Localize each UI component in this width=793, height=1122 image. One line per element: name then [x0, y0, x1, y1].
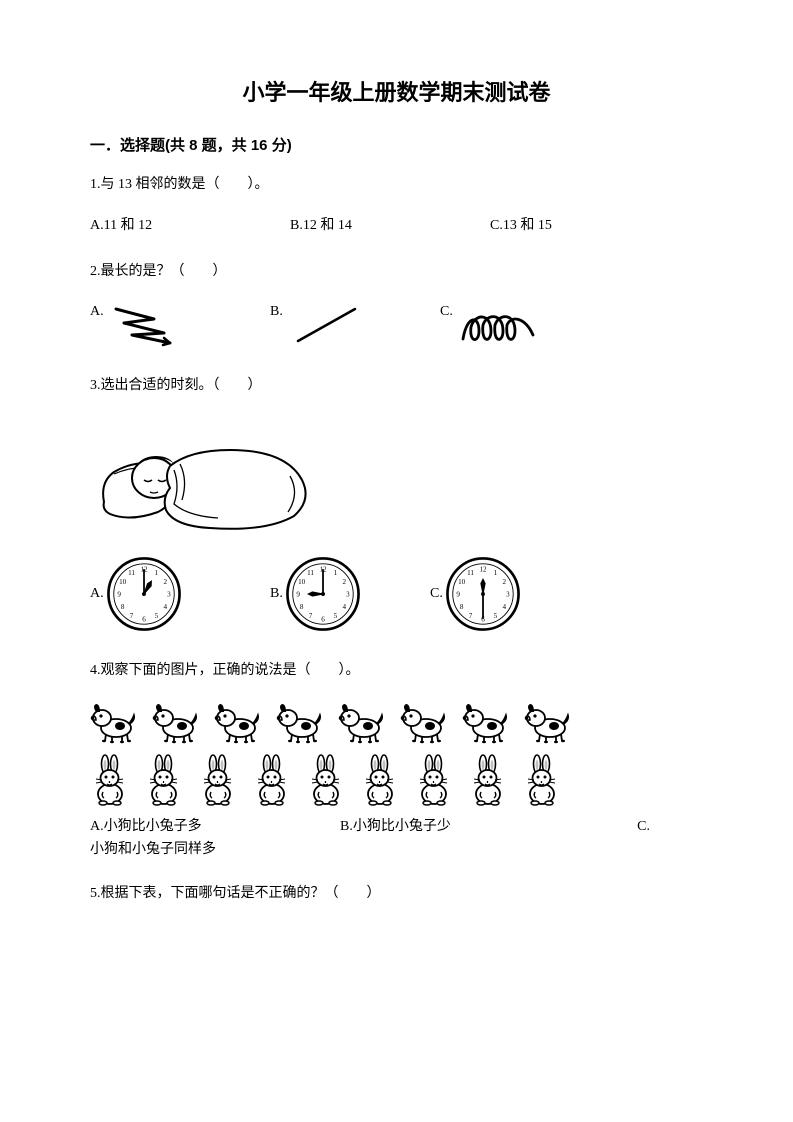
- q2-option-c: C.: [440, 301, 620, 351]
- zigzag-line-icon: [104, 301, 194, 351]
- q3-label-b: B.: [270, 583, 283, 605]
- section-1-header: 一．选择题(共 8 题，共 16 分): [90, 134, 703, 158]
- svg-text:11: 11: [128, 569, 135, 577]
- q3-text: 3.选出合适的时刻。（ ）: [90, 375, 703, 397]
- rabbit-icon: [252, 754, 292, 806]
- dog-icon: [276, 700, 324, 744]
- straight-line-icon: [283, 301, 373, 351]
- rabbit-icon: [522, 754, 562, 806]
- svg-text:12: 12: [479, 565, 487, 573]
- svg-text:10: 10: [119, 578, 127, 586]
- svg-text:3: 3: [346, 590, 350, 598]
- dog-icon: [90, 700, 138, 744]
- svg-text:10: 10: [298, 578, 306, 586]
- q2-option-b: B.: [270, 301, 440, 351]
- q3-label-c: C.: [430, 583, 443, 605]
- svg-text:7: 7: [129, 612, 133, 620]
- svg-text:9: 9: [296, 590, 300, 598]
- q4-option-b: B.小狗比小兔子少: [340, 816, 590, 838]
- clock-icon-a: 1212 345 678 91011: [104, 554, 184, 634]
- q1-option-b: B.12 和 14: [290, 215, 490, 237]
- rabbit-icon: [144, 754, 184, 806]
- dog-icon: [524, 700, 572, 744]
- exam-title: 小学一年级上册数学期末测试卷: [90, 75, 703, 110]
- svg-text:11: 11: [467, 569, 474, 577]
- svg-text:8: 8: [300, 603, 304, 611]
- svg-text:4: 4: [163, 603, 167, 611]
- svg-text:4: 4: [342, 603, 346, 611]
- svg-text:5: 5: [494, 612, 498, 620]
- dog-icon: [214, 700, 262, 744]
- q2-label-c: C.: [440, 301, 453, 323]
- dog-icon: [400, 700, 448, 744]
- rabbit-icon: [414, 754, 454, 806]
- svg-text:10: 10: [458, 578, 466, 586]
- q3-option-c: C. 1212 345 678 91011: [430, 554, 590, 634]
- q3-sleeping-image: [90, 416, 703, 536]
- svg-text:7: 7: [469, 612, 473, 620]
- sleeping-child-icon: [90, 416, 320, 536]
- rabbit-icon: [306, 754, 346, 806]
- svg-text:2: 2: [342, 578, 346, 586]
- q1-text: 1.与 13 相邻的数是（ ）。: [90, 174, 703, 196]
- svg-text:3: 3: [167, 590, 171, 598]
- dog-icon: [152, 700, 200, 744]
- svg-text:7: 7: [309, 612, 313, 620]
- loopy-line-icon: [453, 301, 553, 351]
- q3-option-b: B. 1212 345 678 91011: [270, 554, 430, 634]
- svg-text:3: 3: [506, 590, 510, 598]
- rabbit-icon: [468, 754, 508, 806]
- q3-options: A. 1212 345 678 91011 B. 1212 345 678: [90, 554, 703, 634]
- svg-text:8: 8: [121, 603, 125, 611]
- svg-text:9: 9: [456, 590, 460, 598]
- svg-text:1: 1: [494, 569, 498, 577]
- q3-label-a: A.: [90, 583, 104, 605]
- q2-options: A. B. C.: [90, 301, 703, 351]
- rabbits-row: [90, 754, 703, 806]
- q1-options: A.11 和 12 B.12 和 14 C.13 和 15: [90, 215, 703, 237]
- rabbit-icon: [90, 754, 130, 806]
- clock-icon-b: 1212 345 678 91011: [283, 554, 363, 634]
- q4-options: A.小狗比小兔子多 B.小狗比小兔子少 C. 小狗和小兔子同样多: [90, 816, 703, 861]
- svg-text:5: 5: [154, 612, 158, 620]
- q1-option-c: C.13 和 15: [490, 215, 690, 237]
- svg-text:4: 4: [502, 603, 506, 611]
- dog-icon: [462, 700, 510, 744]
- svg-text:9: 9: [117, 590, 121, 598]
- svg-text:5: 5: [334, 612, 338, 620]
- rabbit-icon: [198, 754, 238, 806]
- rabbit-icon: [360, 754, 400, 806]
- clock-icon-c: 1212 345 678 91011: [443, 554, 523, 634]
- q4-option-c-cont: 小狗和小兔子同样多: [90, 839, 703, 861]
- svg-text:8: 8: [460, 603, 464, 611]
- q2-label-b: B.: [270, 301, 283, 323]
- svg-text:2: 2: [502, 578, 506, 586]
- q4-option-c-prefix: C.: [590, 816, 650, 838]
- q1-option-a: A.11 和 12: [90, 215, 290, 237]
- svg-text:6: 6: [321, 615, 325, 623]
- q5-text: 5.根据下表，下面哪句话是不正确的？（ ）: [90, 883, 703, 905]
- q2-label-a: A.: [90, 301, 104, 323]
- q2-text: 2.最长的是？（ ）: [90, 261, 703, 283]
- svg-text:6: 6: [142, 615, 146, 623]
- q2-option-a: A.: [90, 301, 270, 351]
- q3-option-a: A. 1212 345 678 91011: [90, 554, 270, 634]
- dogs-row: [90, 700, 703, 744]
- q4-images: [90, 700, 703, 806]
- svg-text:1: 1: [154, 569, 158, 577]
- svg-text:11: 11: [307, 569, 314, 577]
- q4-option-a: A.小狗比小兔子多: [90, 816, 340, 838]
- svg-text:1: 1: [334, 569, 338, 577]
- q4-text: 4.观察下面的图片，正确的说法是（ ）。: [90, 660, 703, 682]
- dog-icon: [338, 700, 386, 744]
- svg-text:2: 2: [163, 578, 167, 586]
